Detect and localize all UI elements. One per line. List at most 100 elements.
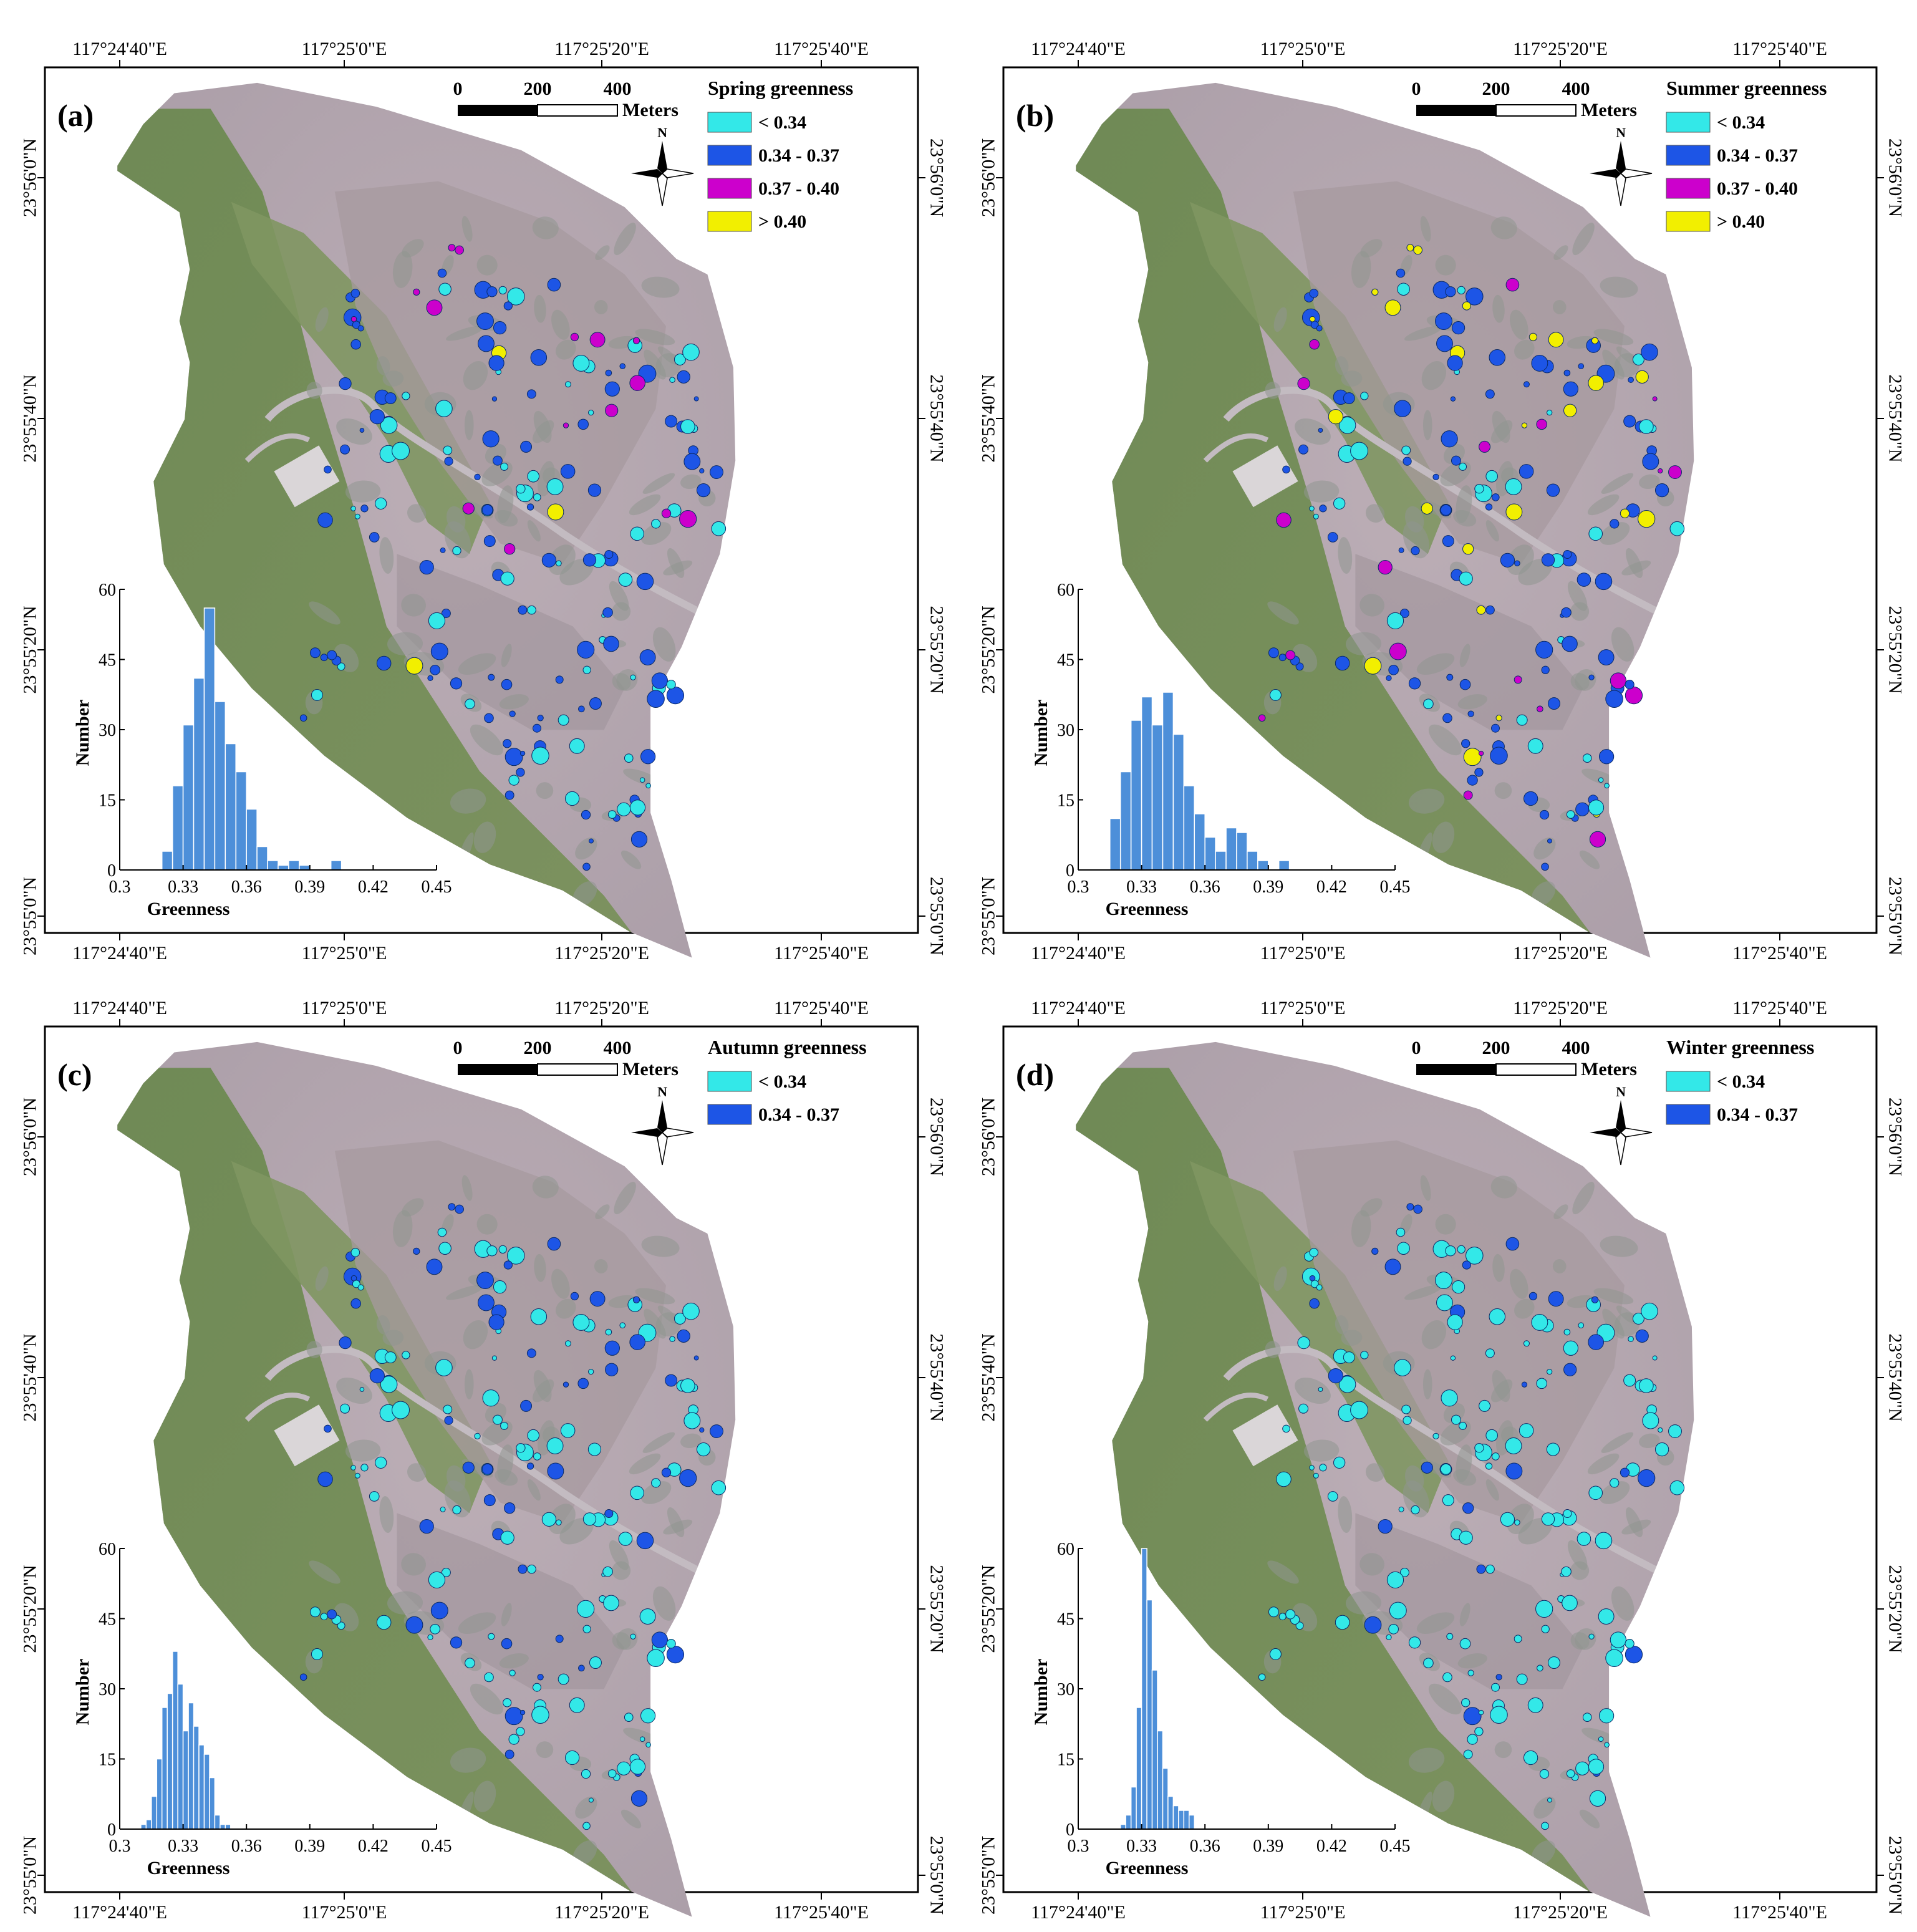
tree-point [1505,278,1520,292]
tree-patch [609,1540,629,1570]
tree-patch [401,1553,427,1576]
tree-point [1635,370,1649,384]
tree-point [1523,1340,1530,1347]
tree-point [509,710,516,717]
tree-point [352,321,360,329]
tree-point [1642,1412,1659,1429]
tree-point [317,1471,333,1487]
tree-point [555,675,564,684]
tree-point [577,1600,595,1618]
histogram-bar [267,860,279,871]
tree-point [632,337,640,344]
tree-patch [1570,673,1590,691]
tree-point [1588,674,1595,680]
tree-point [505,790,514,800]
tree-patch [1456,485,1472,523]
tree-patch [536,782,554,799]
tree-point [402,1351,410,1360]
tree-point [1360,1351,1369,1360]
tree-point [484,1672,494,1683]
tree-point [339,377,352,390]
tree-point [1408,1636,1421,1649]
histogram-bar [1257,860,1269,871]
tree-point [555,1635,564,1643]
tree-point [1435,312,1452,330]
tree-point [1462,301,1471,311]
lat-label-left: 23°56'0"N [978,1098,999,1176]
histogram-bar [171,785,184,871]
tree-point [1547,697,1560,710]
tree-point [491,1355,498,1361]
tree-point [1610,672,1626,689]
tree-point [603,635,619,652]
tree-point [1386,612,1404,630]
tree-point [427,1634,433,1641]
tree-point [492,1414,503,1425]
tree-patch [1616,346,1638,365]
tree-point [1378,1519,1393,1534]
island-map [1066,1042,1694,1932]
lat-label-left: 23°56'0"N [978,138,999,217]
tree-patch [476,1214,498,1235]
tree-patch [559,558,594,586]
tree-point [588,1368,594,1375]
tree-point [1309,506,1315,511]
histogram-bar [1247,851,1258,871]
tree-point [533,1683,541,1692]
tree-patch [1273,307,1287,332]
tree-point [1516,1673,1528,1685]
tree-point [1514,560,1520,567]
tree-point [1563,1340,1578,1356]
histogram-bar [278,864,289,871]
tree-point [682,343,700,361]
tree-point [1595,1532,1613,1550]
tree-point [1541,1822,1549,1830]
tree-point [651,672,668,689]
tree-point [369,1368,385,1384]
hist-y-tick-label: 30 [1057,721,1074,740]
tree-patch [1494,782,1512,799]
tree-point [711,1480,727,1495]
tree-patch [1435,254,1456,276]
tree-point [1463,1707,1482,1726]
tree-patch [1616,1305,1638,1325]
tree-point [577,418,589,430]
tree-point [661,508,672,518]
north-label: N [1616,125,1626,140]
tree-point [677,1329,690,1343]
lon-label-bottom: 117°25'0"E [302,1902,387,1923]
tree-point [419,559,434,575]
histogram-bar [1162,1767,1169,1830]
tree-point [1485,503,1493,511]
tree-point [311,1648,323,1660]
tree-point [1386,1634,1392,1641]
tree-point [604,1509,614,1519]
tree-point [482,1389,500,1407]
tree-point [1588,1334,1604,1350]
tree-point [679,510,697,528]
tree-point [607,810,617,819]
panel-letter: (c) [57,1057,92,1092]
tree-patch [473,1780,496,1812]
tree-point [1495,1674,1502,1681]
tree-patch [1351,251,1371,288]
greenness-histogram: 0 15 30 45 60 0.3 0.33 0.36 0.39 0.42 0.45 Greennes… [1031,581,1411,919]
tree-point [1639,1378,1654,1393]
tree-point [1479,1399,1491,1412]
tree-point [430,664,440,675]
legend-label: > 0.40 [1717,211,1765,232]
tree-patch [527,1479,541,1501]
tree-point [1514,675,1522,684]
tree-patch [450,788,486,814]
legend-label: < 0.34 [758,1071,806,1092]
lat-label-left: 23°55'0"N [978,877,999,955]
tree-point [1269,1648,1282,1660]
tree-point [1514,1635,1522,1643]
tree-point [376,1615,392,1630]
tree-point [588,409,594,416]
tree-point [581,809,591,820]
tree-point [1539,1769,1550,1779]
legend-swatch [707,178,752,199]
tree-point [618,572,633,587]
hist-x-tick-label: 0.33 [168,877,198,897]
